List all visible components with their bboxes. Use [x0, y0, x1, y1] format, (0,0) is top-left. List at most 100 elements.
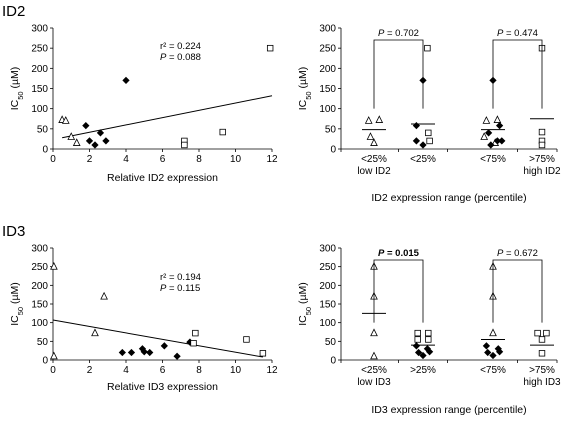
data-point-diamond	[160, 342, 168, 350]
comparison-bracket	[492, 39, 543, 109]
y-tick-label: 0	[42, 145, 48, 156]
y-tick-label: 200	[319, 281, 336, 292]
y-tick-label: 300	[319, 24, 336, 35]
trend-line	[62, 95, 273, 139]
data-point-triangle	[50, 351, 58, 360]
x-tick-label: 10	[230, 154, 242, 165]
data-point-diamond	[419, 141, 427, 149]
y-tick-label: 250	[319, 262, 336, 273]
category-sublabel: high ID3	[523, 377, 561, 388]
data-point-square	[424, 44, 431, 52]
section-title-id2: ID2	[2, 3, 25, 20]
data-point-square	[425, 336, 432, 343]
data-point-square	[190, 339, 197, 347]
p-symbol: P	[160, 52, 167, 63]
data-point-square	[538, 336, 546, 343]
data-point-diamond	[140, 348, 148, 356]
category-label: <25%	[361, 365, 387, 376]
category-label: <25%	[410, 154, 436, 165]
data-point-square	[219, 128, 226, 136]
data-point-triangle	[91, 328, 99, 337]
data-point-diamond	[425, 348, 434, 356]
y-tick-label: 150	[31, 300, 48, 311]
data-point-square	[181, 141, 188, 149]
comparison-p-value: P = 0.015	[378, 248, 420, 259]
x-tick-label: 6	[160, 154, 166, 165]
category-label: >25%	[410, 365, 436, 376]
data-point-diamond	[173, 352, 181, 360]
comparison-p-value: P = 0.474	[497, 28, 538, 39]
data-point-diamond	[487, 141, 495, 149]
p-value-text: = 0.672	[503, 248, 538, 259]
data-point-square	[259, 350, 267, 357]
y-tick-label: 250	[319, 44, 336, 55]
y-axis-label-main: IC	[9, 315, 21, 326]
x-tick-label: 8	[196, 365, 202, 376]
y-axis-label: IC50 (µM)	[297, 67, 313, 111]
p-value-text: = 0.088	[166, 52, 201, 63]
data-point-square	[538, 350, 546, 357]
y-axis-label-main: IC	[297, 315, 309, 326]
data-point-diamond	[102, 137, 110, 145]
data-point-triangle	[370, 351, 378, 360]
y-tick-label: 250	[31, 262, 48, 273]
data-point-diamond	[489, 351, 497, 360]
p-value-text: = 0.015	[384, 248, 419, 259]
data-point-square	[266, 44, 274, 52]
y-tick-label: 100	[31, 318, 48, 329]
data-point-square	[414, 329, 421, 337]
y-axis-label: IC50 (µM)	[9, 282, 25, 326]
y-axis-label-unit: (µM)	[9, 67, 21, 92]
y-tick-label: 50	[325, 124, 337, 135]
y-axis-label-subscript: 50	[16, 91, 25, 99]
p-value-label: P = 0.088	[160, 52, 201, 63]
y-tick-label: 50	[37, 124, 49, 135]
x-axis-label: ID2 expression range (percentile)	[371, 192, 526, 204]
y-axis-label-main: IC	[297, 99, 309, 110]
data-point-diamond	[482, 342, 491, 350]
r-squared-label: r² = 0.194	[160, 272, 201, 283]
x-tick-label: 12	[266, 154, 278, 165]
x-tick-label: 12	[266, 365, 278, 376]
y-axis-label-subscript: 50	[304, 307, 313, 315]
comparison-bracket	[492, 259, 543, 323]
category-label: <25%	[361, 154, 387, 165]
data-point-triangle	[480, 132, 489, 140]
data-point-diamond	[122, 76, 130, 85]
data-point-diamond	[495, 348, 504, 356]
category-sublabel: low ID2	[357, 166, 391, 177]
y-tick-label: 0	[330, 356, 336, 367]
y-tick-label: 100	[319, 318, 336, 329]
p-value-label: P = 0.115	[160, 283, 200, 294]
data-point-diamond	[91, 141, 99, 149]
x-tick-label: 8	[196, 154, 202, 165]
r-squared-label: r² = 0.224	[160, 41, 201, 52]
data-point-triangle	[364, 116, 373, 124]
y-axis-label-main: IC	[9, 99, 21, 110]
y-axis-label-unit: (µM)	[9, 282, 21, 307]
category-sublabel: low ID3	[357, 377, 391, 388]
category-label: <75%	[480, 154, 506, 165]
data-point-square	[534, 329, 541, 337]
p-symbol: P	[497, 28, 504, 39]
data-point-diamond	[493, 137, 502, 145]
y-axis-label-subscript: 50	[16, 307, 25, 315]
data-point-diamond	[146, 348, 154, 357]
comparison-p-value: P = 0.702	[378, 28, 419, 39]
y-tick-label: 50	[325, 337, 337, 348]
y-tick-label: 150	[319, 84, 336, 95]
section-title-id3: ID3	[2, 223, 25, 240]
y-tick-label: 200	[31, 281, 48, 292]
x-axis-label: ID3 expression range (percentile)	[371, 404, 526, 416]
data-point-triangle	[370, 328, 378, 337]
data-point-triangle	[493, 115, 502, 123]
data-point-square	[543, 329, 550, 337]
data-point-diamond	[82, 121, 90, 130]
data-point-triangle	[366, 132, 375, 140]
data-point-triangle	[61, 116, 70, 124]
y-tick-label: 300	[319, 244, 336, 255]
y-tick-label: 150	[31, 84, 48, 95]
data-point-diamond	[412, 137, 421, 145]
